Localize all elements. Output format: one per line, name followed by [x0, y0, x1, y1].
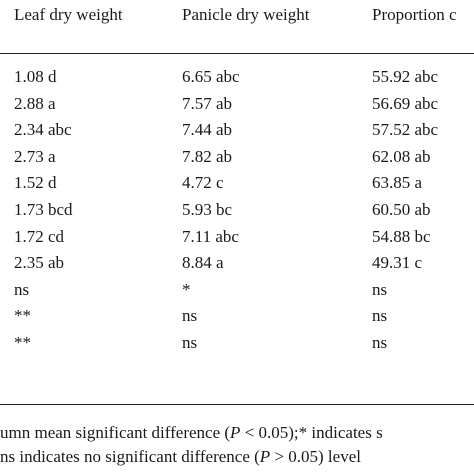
header-proportion: Proportion c: [372, 5, 457, 24]
cell-panicle-dry-weight: 5.93 bc: [182, 200, 233, 219]
cell-panicle-dry-weight: 4.72 c: [182, 173, 224, 193]
cell-leaf-dry-weight: 1.52 d: [14, 173, 57, 193]
cell-proportion: 56.69 abc: [372, 93, 439, 113]
cell-panicle-dry-weight: 7.11 abc: [182, 226, 239, 246]
cell-panicle-dry-weight: ns: [182, 333, 198, 352]
footnote-text: < 0.05);* indicates s: [240, 423, 383, 442]
cell-proportion: ns: [372, 333, 388, 352]
footnote-line-2: ns indicates no significant difference (…: [0, 446, 361, 468]
cell-panicle-dry-weight: ns: [182, 306, 198, 326]
footnote-text: ns indicates no significant difference (: [0, 447, 260, 466]
cell-leaf-dry-weight: 1.73 bcd: [14, 200, 73, 219]
footnote-p-symbol: P: [259, 447, 271, 466]
cell-proportion: 54.88 bc: [372, 226, 431, 246]
cell-leaf-dry-weight: **: [14, 306, 31, 326]
footnote-text: > 0.05) level: [270, 447, 361, 466]
cell-proportion: ns: [372, 279, 388, 299]
cell-leaf-dry-weight: 2.35 ab: [14, 253, 65, 273]
cell-leaf-dry-weight: 2.34 abc: [14, 120, 72, 140]
cell-leaf-dry-weight: **: [14, 333, 31, 352]
bottom-rule: [0, 404, 474, 405]
header-rule: [0, 53, 474, 54]
cell-proportion: 49.31 c: [372, 253, 423, 273]
cell-leaf-dry-weight: 1.08 d: [14, 67, 57, 86]
cell-panicle-dry-weight: 6.65 abc: [182, 67, 240, 86]
cell-panicle-dry-weight: 8.84 a: [182, 253, 224, 273]
cell-proportion: 55.92 abc: [372, 67, 439, 86]
footnote-text: umn mean significant difference (: [0, 423, 231, 442]
footnote-p-symbol: P: [230, 423, 241, 442]
header-panicle-dry-weight: Panicle dry weight: [182, 5, 310, 24]
cell-leaf-dry-weight: ns: [14, 279, 30, 299]
footnote-line-1: umn mean significant difference (P < 0.0…: [0, 422, 383, 444]
cell-proportion: 60.50 ab: [372, 200, 431, 219]
cell-panicle-dry-weight: 7.82 ab: [182, 146, 233, 166]
cell-panicle-dry-weight: *: [182, 279, 191, 299]
cell-proportion: 62.08 ab: [372, 146, 431, 166]
cell-panicle-dry-weight: 7.57 ab: [182, 93, 233, 113]
cell-panicle-dry-weight: 7.44 ab: [182, 120, 233, 140]
cell-leaf-dry-weight: 1.72 cd: [14, 226, 65, 246]
cell-leaf-dry-weight: 2.88 a: [14, 93, 56, 113]
cell-proportion: 57.52 abc: [372, 120, 439, 140]
cell-proportion: 63.85 a: [372, 173, 423, 193]
cell-leaf-dry-weight: 2.73 a: [14, 146, 56, 166]
header-leaf-dry-weight: Leaf dry weight: [14, 5, 123, 24]
cell-proportion: ns: [372, 306, 388, 326]
